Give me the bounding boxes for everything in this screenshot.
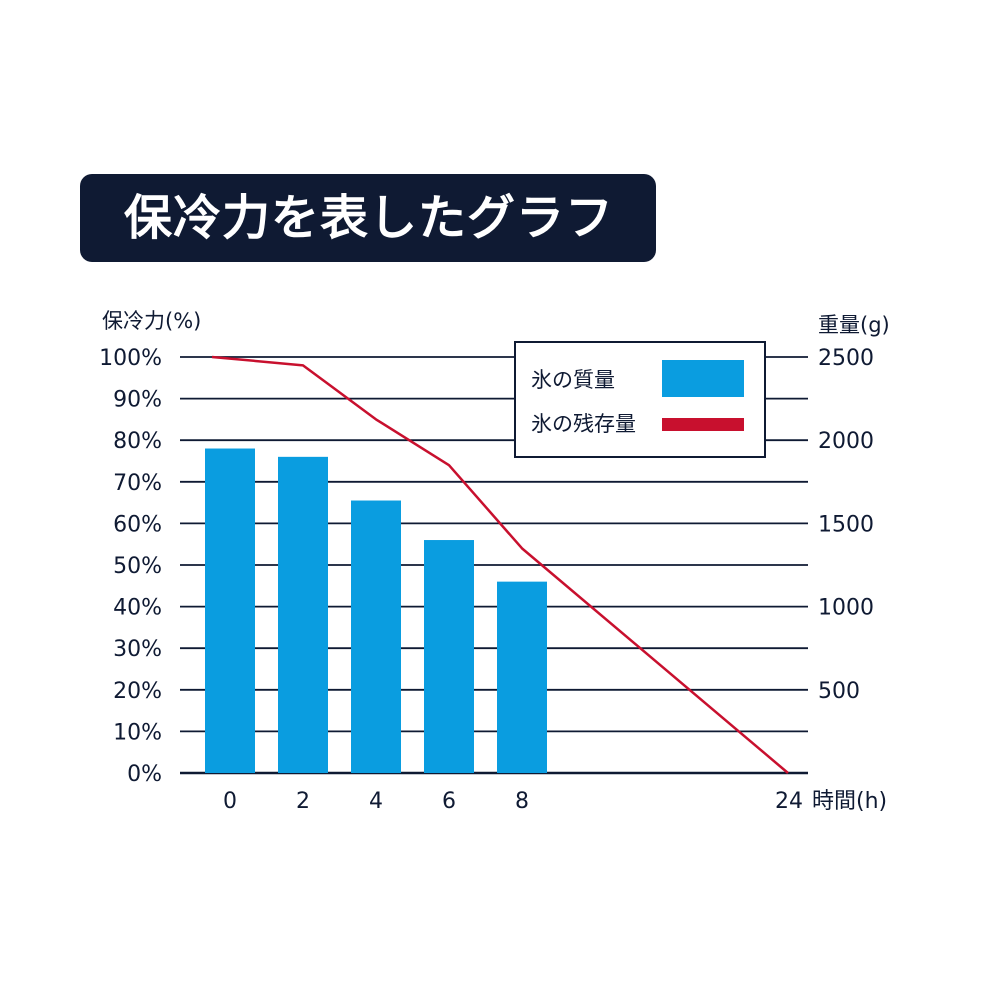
left-tick-label: 80% xyxy=(113,429,162,454)
left-tick-label: 20% xyxy=(113,679,162,704)
legend-box xyxy=(514,341,766,458)
line-series xyxy=(211,355,789,774)
x-tick-label: 8 xyxy=(515,789,529,814)
right-tick-label: 1000 xyxy=(818,596,874,621)
x-tick-label: 6 xyxy=(442,789,456,814)
legend-swatch-remaining xyxy=(662,418,744,431)
bar xyxy=(424,540,474,773)
x-axis-label: 時間(h) xyxy=(812,789,887,814)
left-tick-label: 90% xyxy=(113,388,162,413)
legend-label-remaining: 氷の残存量 xyxy=(531,412,636,436)
x-tick-label: 2 xyxy=(296,789,310,814)
left-tick-label: 50% xyxy=(113,554,162,579)
x-tick-label: 4 xyxy=(369,789,383,814)
left-tick-label: 60% xyxy=(113,512,162,537)
page-title: 保冷力を表したグラフ xyxy=(124,190,615,246)
right-tick-label: 1500 xyxy=(818,512,874,537)
right-tick-label: 500 xyxy=(818,679,860,704)
right-axis-label: 重量(g) xyxy=(818,313,890,337)
left-tick-label: 70% xyxy=(113,471,162,496)
left-tick-label: 100% xyxy=(99,346,162,371)
bar xyxy=(278,456,328,773)
bar xyxy=(351,500,401,773)
x-tick-label: 24 xyxy=(775,789,803,814)
legend-swatch-mass xyxy=(662,360,744,397)
bar xyxy=(497,581,547,773)
title-banner: 保冷力を表したグラフ xyxy=(80,174,656,262)
left-tick-label: 30% xyxy=(113,637,162,662)
x-tick-label: 0 xyxy=(223,789,237,814)
right-tick-label: 2500 xyxy=(818,346,874,371)
bar xyxy=(205,448,255,773)
legend: 氷の質量 氷の残存量 xyxy=(514,341,766,458)
left-tick-label: 40% xyxy=(113,596,162,621)
left-tick-label: 0% xyxy=(127,762,162,787)
right-tick-label: 2000 xyxy=(818,429,874,454)
left-tick-label: 10% xyxy=(113,720,162,745)
left-axis-label: 保冷力(%) xyxy=(102,309,201,333)
legend-label-mass: 氷の質量 xyxy=(531,368,615,392)
